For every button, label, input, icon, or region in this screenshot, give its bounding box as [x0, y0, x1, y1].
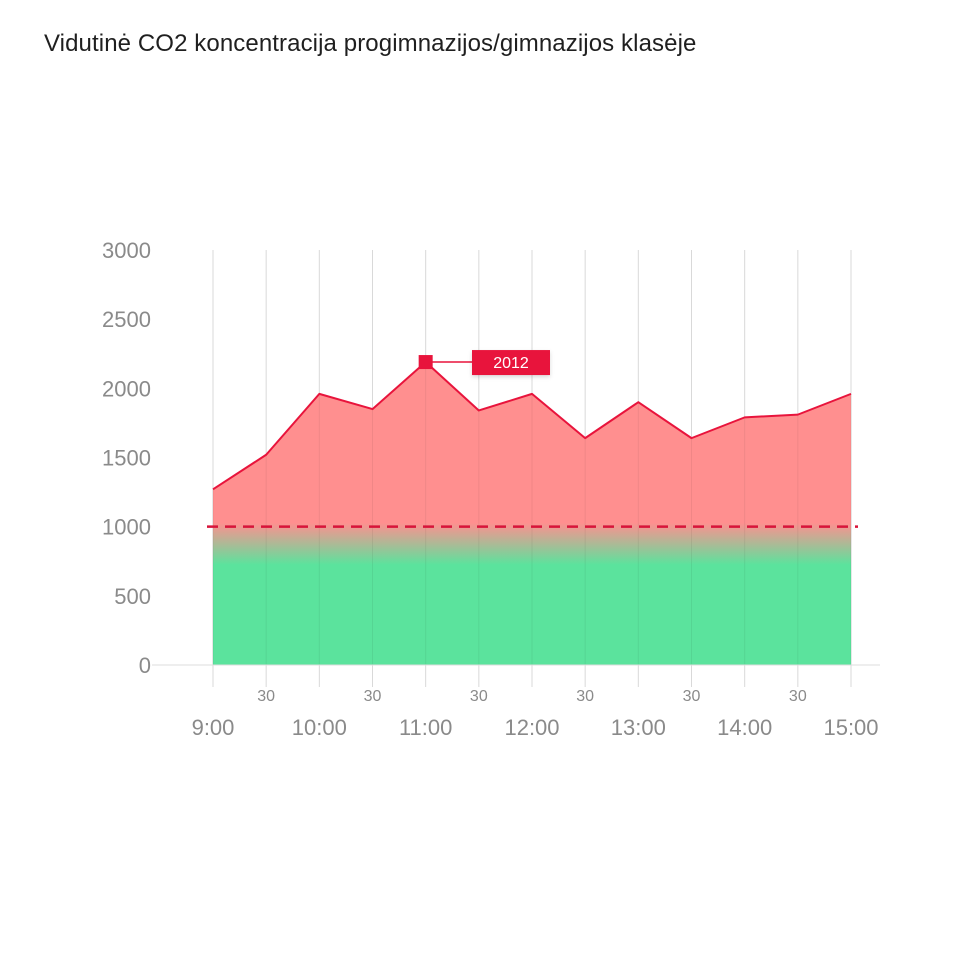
- x-tick-label: 15:00: [823, 715, 878, 740]
- x-tick-label: 30: [576, 688, 594, 705]
- y-tick-label: 1000: [102, 515, 151, 540]
- x-tick-label: 30: [683, 688, 701, 705]
- callout-box: [472, 350, 550, 376]
- callout-label: 2012: [493, 355, 529, 372]
- x-tick-label: 30: [257, 688, 275, 705]
- y-tick-label: 3000: [102, 238, 151, 263]
- x-tick-label: 13:00: [611, 715, 666, 740]
- x-tick-label: 10:00: [292, 715, 347, 740]
- y-tick-label: 1500: [102, 446, 151, 471]
- x-tick-label: 30: [364, 688, 382, 705]
- y-tick-label: 500: [114, 584, 151, 609]
- y-tick-label: 2000: [102, 376, 151, 401]
- area-layer: [212, 361, 852, 665]
- highlight-point-marker: [418, 355, 433, 370]
- callout-layer: 2012: [418, 350, 550, 376]
- chart-title: Vidutinė CO2 koncentracija progimnazijos…: [44, 30, 697, 57]
- y-tick-label: 0: [139, 653, 151, 678]
- x-tick-label: 11:00: [399, 715, 452, 740]
- x-tick-label: 12:00: [504, 715, 559, 740]
- x-tick-label: 30: [470, 688, 488, 705]
- x-tick-label: 30: [789, 688, 807, 705]
- axis-layer: 0 500 1000 1500 2000 2500 3000 9:00 30 10:00 30 11:…: [102, 238, 880, 740]
- co2-series-line: [212, 361, 852, 491]
- y-tick-label: 2500: [102, 307, 151, 332]
- x-tick-label: 9:00: [192, 715, 235, 740]
- x-tick-label: 14:00: [717, 715, 772, 740]
- co2-area-fill: [213, 362, 851, 665]
